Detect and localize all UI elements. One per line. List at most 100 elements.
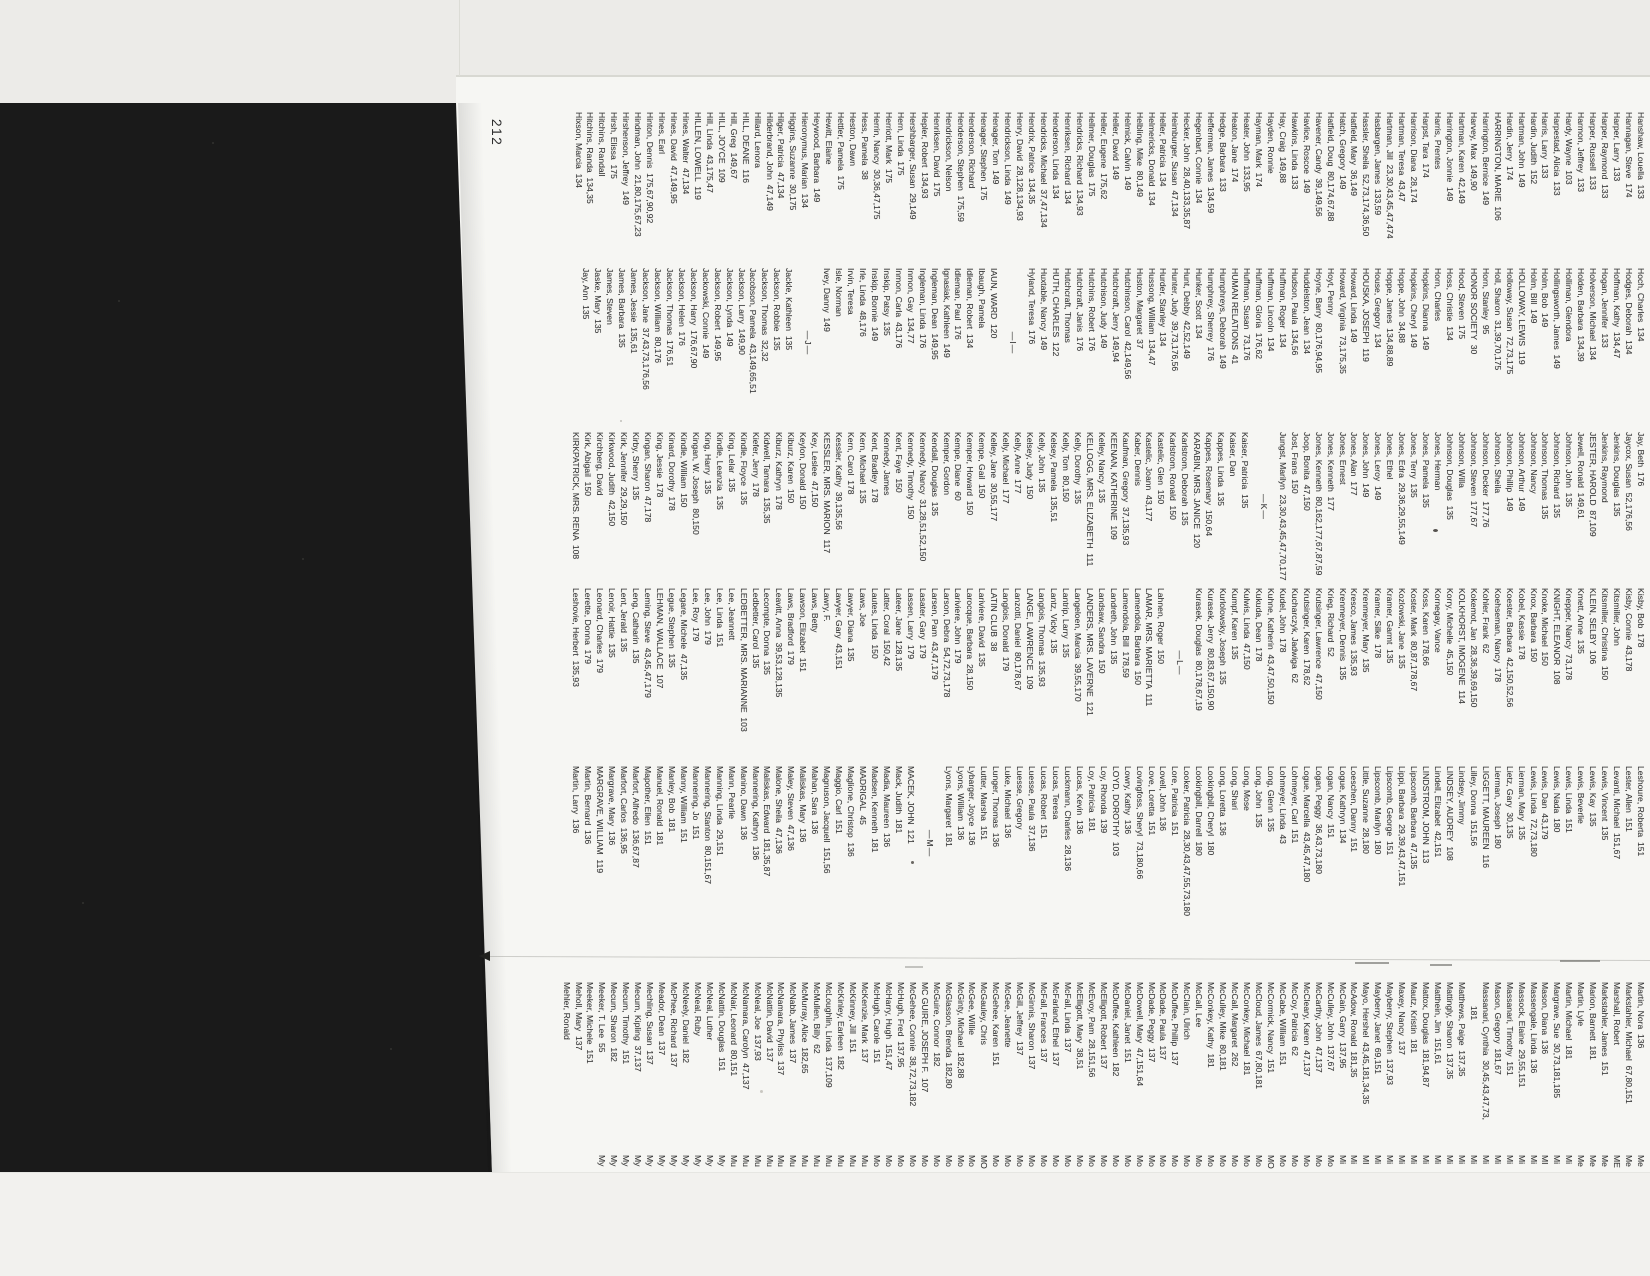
index-entry: Mo [1206,1155,1217,1167]
index-entry: Jackson, Jane 37,43,73,176,56 [641,268,652,390]
index-entry: Mo [1289,1155,1300,1167]
index-entry: Hill, Greg 149,67 [728,112,739,179]
index-entry: Helmick, Calvin 149 [1122,112,1133,191]
index-entry: Johnson, Nancy [1528,432,1539,494]
index-entry: LOYD, DOROTHY 103 [1110,766,1121,857]
index-entry: Hood, Steven 175 [1456,268,1467,340]
index-entry: McDade, Peggy 137 [1146,982,1157,1063]
index-entry: Langeloen, Marcia 39,55,170 [1072,588,1083,702]
index-entry: McDuffee, Phillip 137 [1170,982,1181,1066]
index-entry: McGehee, Karen 151 [991,982,1002,1067]
index-entry: Kozlowski, Jane 135 [1397,588,1408,669]
index-entry: McCarthy, John 47,137 [1313,982,1324,1073]
index-entry: Mo [943,1155,954,1167]
index-entry: Lyons, William 136 [955,766,966,841]
index-entry: Luesse, Paula 37,136 [1027,766,1038,852]
index-entry: Lee, Jeannett [726,588,737,641]
index-entry: Hern, Linda 175 [895,112,906,176]
index-entry: Hodges, Deborah 134 [1624,268,1635,355]
index-entry: Jackson, Helen 176 [676,268,687,346]
index-entry: Mo [1277,1155,1288,1167]
index-entry: Jenkins, Douglas 135 [1612,432,1623,517]
index-entry: Mi [1397,1155,1408,1165]
index-entry: Mu [752,1155,763,1167]
index-entry: Mi [1564,1155,1575,1165]
index-entry: McGehee, Connie 38,72,73,182 [907,982,918,1107]
index-entry: Kennedy, Nancy 31,28,51,52,150 [917,432,928,562]
index-entry: Mack, Judith 181 [893,766,904,834]
index-entry: Henriksen, David 175 [931,112,942,197]
index-entry: Korry, Michelle 45,150 [1445,588,1455,676]
index-entry: Me [1624,1155,1635,1167]
index-entry: Mu [728,1155,739,1167]
index-page-paper [456,77,1650,1173]
index-entry: Leshovie, Herbert 135,93 [571,588,582,687]
index-entry: Idleman, Robert 134 [965,268,976,349]
index-entry: Heller, Patricia 134 [1158,112,1169,187]
index-entry: LIGGETT, MAUREEN 116 [1480,766,1491,869]
index-entry: Inskip, Bonnie 149 [869,268,880,342]
index-entry: Mo [1254,1155,1264,1167]
index-entry: Hines, Walter 47,134 [681,112,691,195]
index-entry: Jackson, Harry 176,67,90 [688,268,699,369]
index-entry: Lewis, Linda 72,73,180 [1528,766,1539,857]
index-entry: Long, Loretta 136 [1218,766,1229,836]
index-entry: Leming, Steve 43,45,47,179 [643,588,654,698]
index-entry: Luesse, Gregory [1015,766,1026,830]
index-entry: MO [1265,1155,1276,1169]
index-entry: Mo [1146,1155,1157,1167]
index-entry: Mi [1373,1155,1384,1165]
index-entry: Mautz, Kristin 181 [1409,982,1420,1054]
index-entry: Herriott, Mark 175 [883,112,894,184]
index-entry: Holm, Bob 149 [1540,268,1551,328]
index-entry: Johnson, Douglas 135 [1445,432,1455,520]
index-entry: Mu [812,1155,823,1167]
scratch-dash [1560,960,1600,962]
index-entry: Kidwell, Tamara 135,35 [762,432,773,524]
index-entry: Johnson, Decker 177,76 [1480,432,1491,528]
index-entry: Jungst, Marilyn 23,30,43,45,47,70,177 [1277,432,1288,581]
index-entry: Krenmeyer, Mary 135 [1361,588,1372,673]
index-entry: McCall, Margaret 262 [1230,982,1241,1067]
index-entry: Maglione, Christop 136 [846,766,857,857]
index-entry: KESSLER, MRS. MARION 117 [822,432,833,554]
index-entry: Irle, Linda 48,176 [858,268,868,337]
index-entry: Lunger, Thomas 136 [991,766,1002,848]
index-entry: McGuire, Connor 182 [931,982,942,1067]
index-entry: Long, Shari [1230,766,1241,810]
index-entry: Hoppe, James 134,88,89 [1385,268,1396,367]
index-entry: Manny, William 151 [678,766,689,843]
index-entry: Mehler, Ronald [561,982,572,1040]
index-entry: Jones, Leroy 149 [1373,432,1384,501]
index-entry: HILLEN, LOWELL 119 [692,112,703,200]
index-entry: Kelly, Dorothy 135 [1072,432,1083,504]
index-entry: Langlois, Donald 179 [1001,588,1012,672]
index-entry: Mo [1313,1155,1324,1167]
index-entry: Lewis, Linda 151 [1564,766,1575,833]
index-entry: —M— [924,829,935,858]
index-entry: Kelly, Michael 177 [1001,432,1012,504]
index-entry: LATIN CLUB 38 [989,588,1000,652]
index-entry: Mi [1433,1155,1444,1165]
index-entry: Hogan, Jennifer 133 [1600,268,1611,348]
index-entry: Johnson, Arthur 149 [1516,432,1527,512]
index-entry: Mecum, Kipling 37,137 [633,982,644,1072]
index-entry: Lariviere, John 179 [953,588,964,664]
index-entry: McEvoy, Pam 28,151,56 [1086,982,1097,1078]
index-entry: Kaufman, Gregory 37,135,93 [1120,432,1131,546]
index-entry: Kirby, Sherry 135 [631,432,642,501]
index-entry: Martin, Lyle [1576,982,1587,1027]
index-entry: My [669,1155,680,1167]
index-entry: Hoffman, Kathy 134,47 [1612,268,1623,359]
index-entry: Huffman, Susan 73,176 [1242,268,1253,361]
index-entry: Hettler, Pamela 175 [836,112,847,190]
index-entry: JESTER, HAROLD 87,109 [1588,432,1599,537]
index-entry: Mi [1456,1155,1467,1165]
index-entry: Kemper, Howard 150 [965,432,976,516]
index-entry: Hendrickson, Linda 149 [1003,112,1014,205]
index-entry: Manning, Linda 29,151 [714,766,725,856]
index-entry: Jackson, Thomas 32,32 [760,268,771,362]
index-entry: Henderson, Stephen 175,59 [955,112,966,222]
index-entry: McDade, Paula 137 [1158,982,1169,1060]
index-entry: Manino, Dawn 136 [738,766,749,841]
